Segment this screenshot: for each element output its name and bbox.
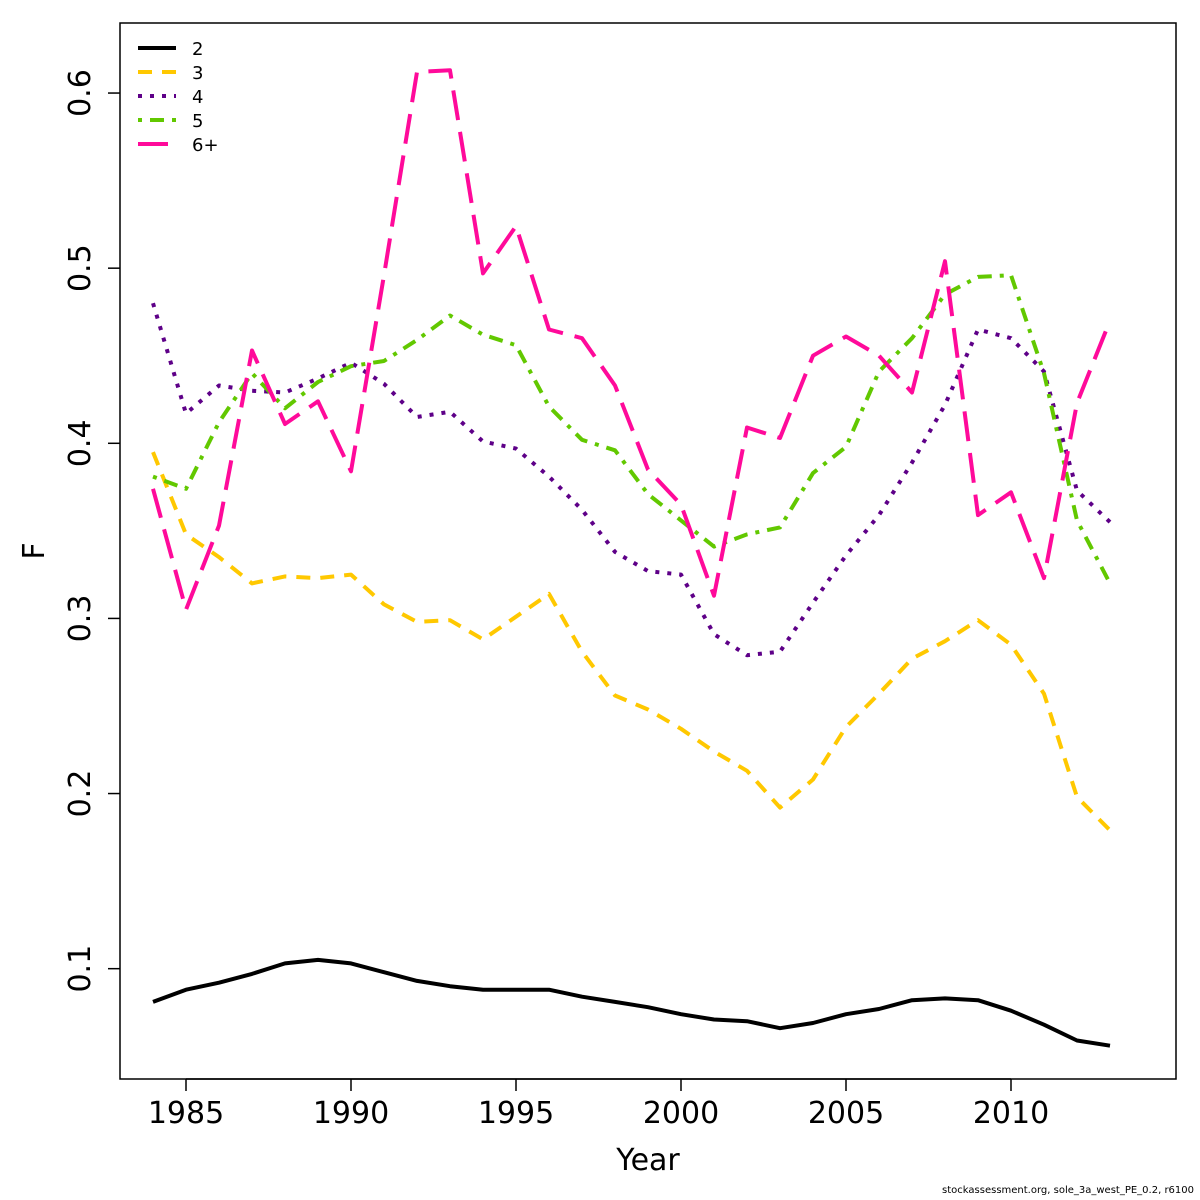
y-axis: 0.1 0.2 0.3 0.4 0.5 0.6 bbox=[63, 69, 120, 993]
y-tick-label: 0.4 bbox=[63, 419, 98, 467]
series-line-5 bbox=[151, 68, 1112, 612]
y-tick-label: 0.1 bbox=[63, 945, 98, 993]
y-tick-label: 0.6 bbox=[63, 69, 98, 117]
x-axis-title: Year bbox=[615, 1143, 680, 1178]
x-axis: 1985 1990 1995 2000 2005 2010 bbox=[148, 1078, 1049, 1131]
x-tick-label: 1990 bbox=[313, 1096, 389, 1131]
series-line-1 bbox=[152, 957, 1111, 1048]
series-layer bbox=[151, 68, 1112, 1048]
legend-label-2: 3 bbox=[192, 63, 203, 84]
series-line-2 bbox=[151, 451, 1112, 832]
x-tick-label: 2010 bbox=[973, 1096, 1049, 1131]
footer-caption: stockassessment.org, sole_3a_west_PE_0.2… bbox=[942, 1185, 1194, 1196]
y-tick-label: 0.5 bbox=[63, 244, 98, 292]
x-tick-label: 1995 bbox=[478, 1096, 554, 1131]
y-tick-label: 0.2 bbox=[63, 770, 98, 818]
legend-label-5: 6+ bbox=[192, 135, 219, 156]
legend-label-3: 4 bbox=[192, 87, 203, 108]
series-line-3 bbox=[151, 302, 1112, 658]
legend: 2 3 4 5 6+ bbox=[138, 39, 219, 156]
x-tick-label: 1985 bbox=[148, 1096, 224, 1131]
x-tick-label: 2005 bbox=[808, 1096, 884, 1131]
legend-label-1: 2 bbox=[192, 39, 203, 60]
y-tick-label: 0.3 bbox=[63, 595, 98, 643]
plot-frame bbox=[119, 22, 1177, 1080]
x-tick-label: 2000 bbox=[643, 1096, 719, 1131]
legend-label-4: 5 bbox=[192, 111, 203, 132]
y-axis-title: F bbox=[17, 542, 52, 559]
